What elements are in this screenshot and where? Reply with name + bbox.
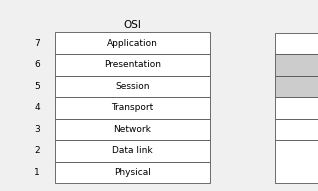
Text: 1: 1 bbox=[34, 168, 40, 177]
Bar bbox=[55, 118, 210, 140]
Text: Transport: Transport bbox=[111, 103, 154, 112]
Text: 2: 2 bbox=[34, 146, 40, 155]
Bar bbox=[55, 97, 210, 118]
Bar bbox=[275, 140, 318, 183]
Text: 5: 5 bbox=[34, 82, 40, 91]
Bar bbox=[55, 140, 210, 162]
Text: Data link: Data link bbox=[112, 146, 153, 155]
Bar bbox=[275, 97, 318, 118]
Bar bbox=[275, 118, 318, 140]
Text: Network: Network bbox=[114, 125, 151, 134]
Bar bbox=[275, 75, 318, 97]
Bar bbox=[275, 54, 318, 75]
Text: 3: 3 bbox=[34, 125, 40, 134]
Bar bbox=[55, 54, 210, 75]
Text: 4: 4 bbox=[34, 103, 40, 112]
Text: Application: Application bbox=[107, 39, 158, 48]
Text: OSI: OSI bbox=[124, 19, 142, 29]
Bar bbox=[55, 162, 210, 183]
Text: 7: 7 bbox=[34, 39, 40, 48]
Bar bbox=[55, 75, 210, 97]
Text: Session: Session bbox=[115, 82, 150, 91]
Text: Presentation: Presentation bbox=[104, 60, 161, 69]
Text: Physical: Physical bbox=[114, 168, 151, 177]
Bar bbox=[275, 32, 318, 54]
Bar bbox=[55, 32, 210, 54]
Text: 6: 6 bbox=[34, 60, 40, 69]
